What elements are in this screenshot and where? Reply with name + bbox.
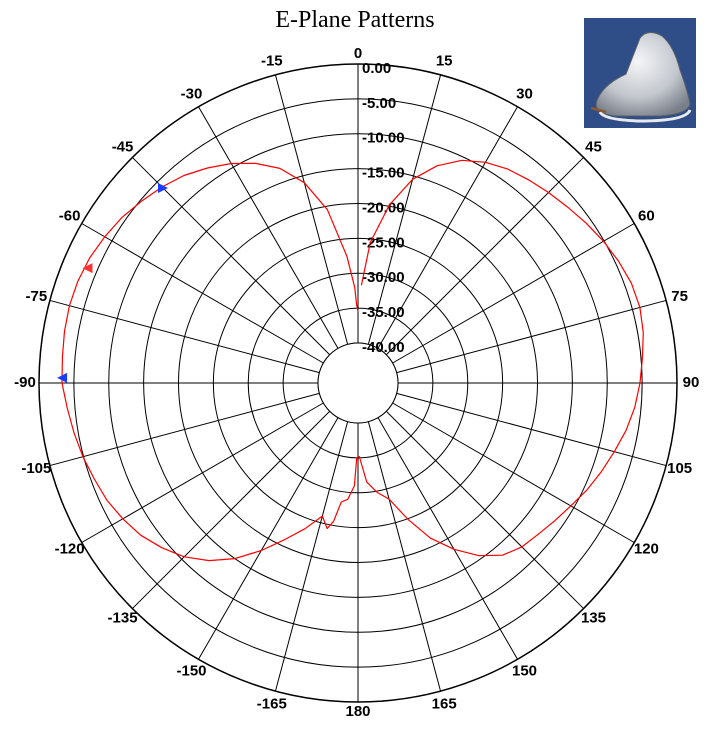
pattern-marker <box>82 263 93 274</box>
ring-label: -40.00 <box>362 339 405 356</box>
polar-grid <box>38 63 678 703</box>
angle-tick-label: 60 <box>638 207 655 224</box>
pattern-line <box>61 159 644 562</box>
marker-layer <box>57 183 169 383</box>
ring-label: -15.00 <box>362 165 405 182</box>
ring-label: 0.00 <box>362 60 391 77</box>
grid-ring <box>212 237 504 529</box>
angle-tick-label: 120 <box>634 540 659 557</box>
ring-label: -10.00 <box>362 130 405 147</box>
chart-title: E-Plane Patterns <box>275 7 434 33</box>
angle-tick-label: -75 <box>26 288 48 305</box>
angle-tick-label: -30 <box>181 86 203 103</box>
grid-ring <box>108 133 608 633</box>
angle-tick-label: 75 <box>671 288 688 305</box>
ring-label: -20.00 <box>362 199 405 216</box>
angle-labels: 0 15 30 45 60 75 90 105 120 135 150 165 180 -165 -150 -… <box>14 45 699 720</box>
angle-tick-label: -120 <box>55 540 85 557</box>
grid-center <box>317 342 399 424</box>
grid-ring <box>178 203 538 563</box>
angle-tick-label: 0 <box>354 45 362 62</box>
grid-ring <box>143 168 573 598</box>
angle-tick-label: -60 <box>59 207 81 224</box>
angle-tick-label: 165 <box>432 696 457 713</box>
angle-tick-label: 15 <box>436 52 453 69</box>
ring-label: -30.00 <box>362 269 405 286</box>
angle-tick-label: -90 <box>14 374 36 391</box>
series-layer <box>61 159 644 562</box>
angle-tick-label: 45 <box>585 139 602 156</box>
angle-tick-label: -135 <box>108 609 138 626</box>
grid-ring <box>38 63 678 703</box>
angle-tick-label: -15 <box>261 52 283 69</box>
angle-tick-label: 135 <box>581 609 606 626</box>
grid-ring <box>73 98 643 668</box>
ring-labels: 0.00-5.00-10.00-15.00-20.00-25.00-30.00-… <box>362 60 405 356</box>
angle-tick-label: -150 <box>176 662 206 679</box>
grid-ring <box>247 272 469 494</box>
angle-tick-label: 180 <box>345 703 370 720</box>
angle-tick-label: 90 <box>683 374 700 391</box>
angle-tick-label: -45 <box>112 139 134 156</box>
ring-label: -35.00 <box>362 304 405 321</box>
pattern-marker <box>158 183 169 194</box>
angle-tick-label: 30 <box>516 86 533 103</box>
angle-tick-label: -105 <box>21 460 51 477</box>
angle-tick-label: 105 <box>667 460 692 477</box>
pattern-marker <box>57 372 68 383</box>
ring-label: -5.00 <box>362 95 396 112</box>
angle-tick-label: 150 <box>512 662 537 679</box>
angle-tick-label: -165 <box>257 696 287 713</box>
antenna-photo <box>584 18 696 128</box>
